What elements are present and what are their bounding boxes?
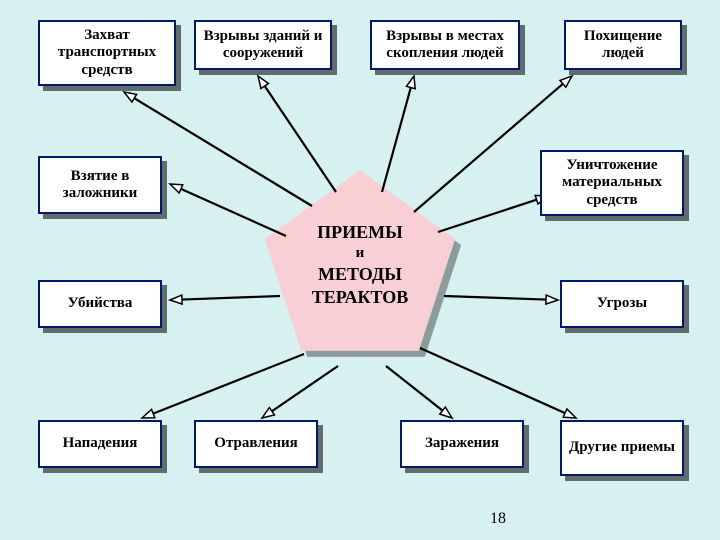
- concept-box: Взятие в заложники: [38, 156, 162, 214]
- concept-box: Другие приемы: [560, 420, 684, 476]
- concept-box: Похищение людей: [564, 20, 682, 70]
- concept-box: Убийства: [38, 280, 162, 328]
- concept-box: Взрывы зданий и сооружений: [194, 20, 332, 70]
- concept-box: Захват транспортных средств: [38, 20, 176, 86]
- concept-box: Отравления: [194, 420, 318, 468]
- concept-box: Заражения: [400, 420, 524, 468]
- concept-box: Угрозы: [560, 280, 684, 328]
- concept-box: Уничтожение материальных средств: [540, 150, 684, 216]
- concept-box: Нападения: [38, 420, 162, 468]
- concept-box: Взрывы в местах скопления людей: [370, 20, 520, 70]
- page-number: 18: [490, 510, 506, 528]
- center-label: ПРИЕМЫиМЕТОДЫТЕРАКТОВ: [280, 222, 440, 308]
